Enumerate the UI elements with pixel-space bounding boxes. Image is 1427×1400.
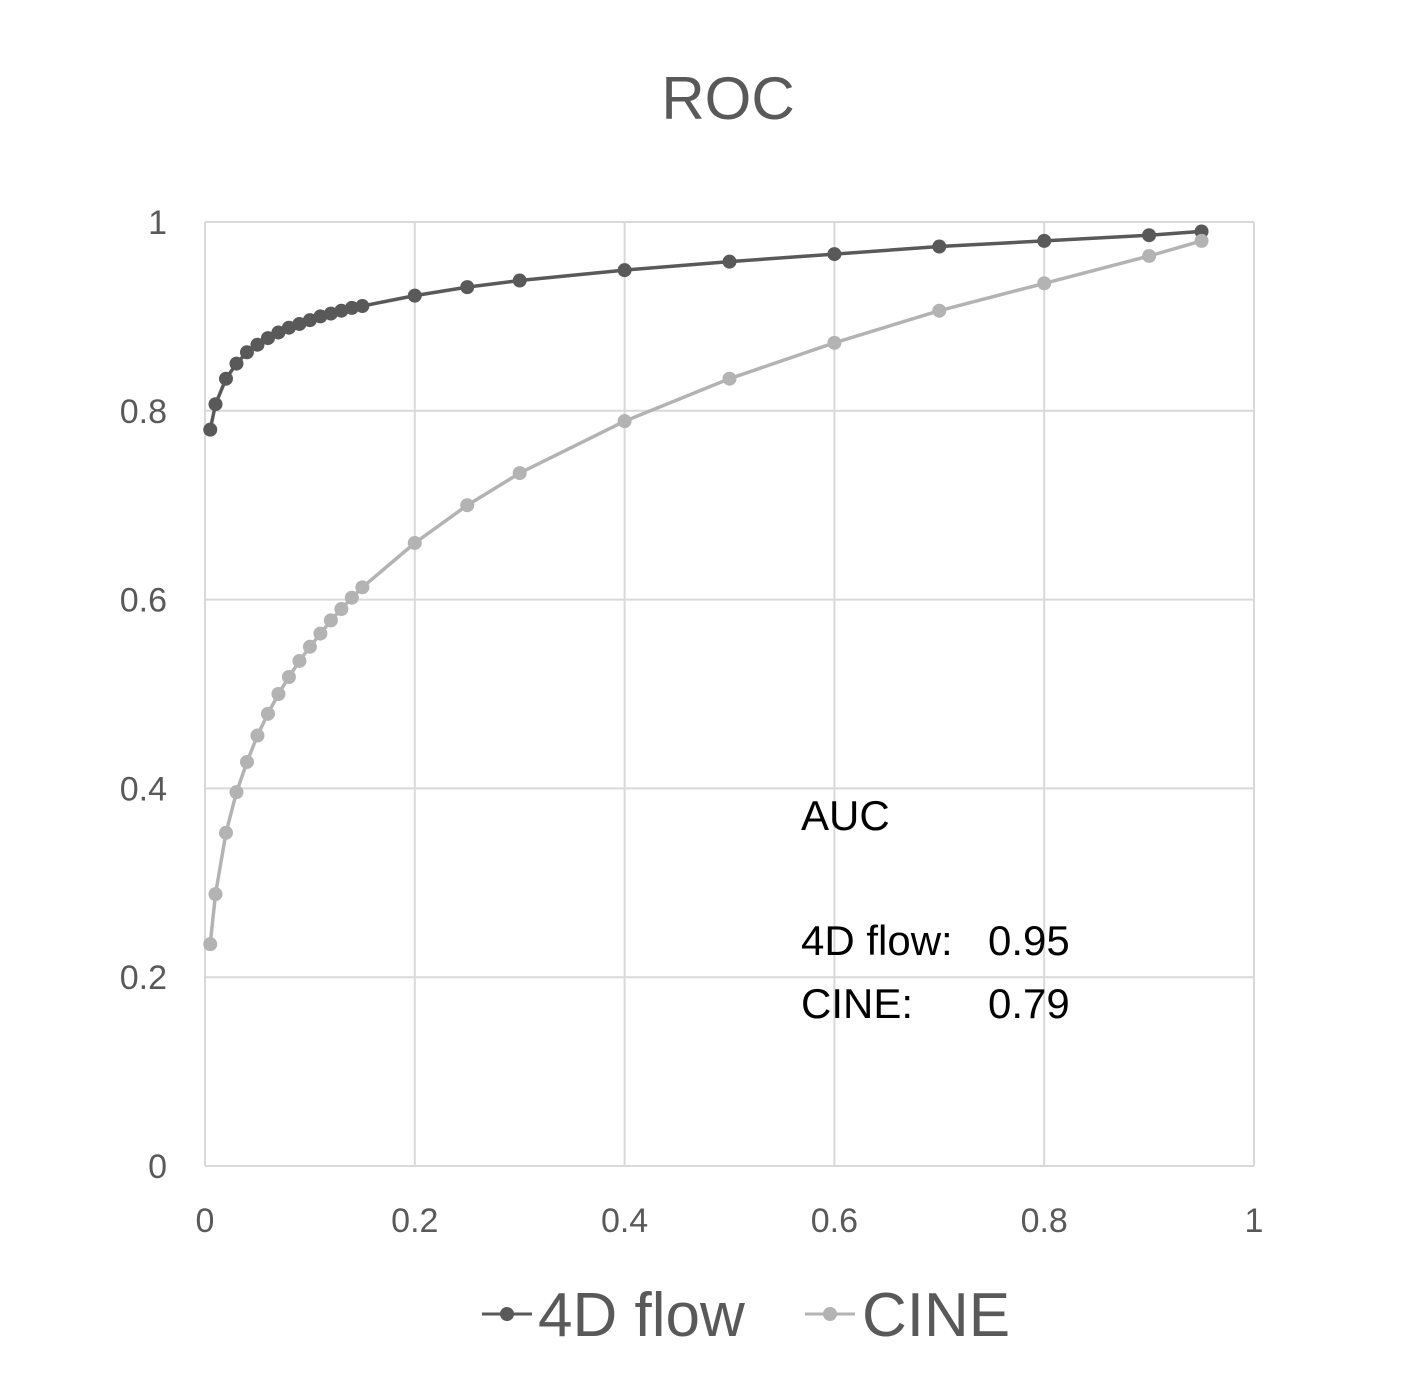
data-point-4d-flow[interactable] [617,263,632,278]
data-point-cine[interactable] [932,303,947,318]
y-tick-label: 0.6 [120,582,167,620]
data-point-4d-flow[interactable] [512,273,527,288]
data-point-4d-flow[interactable] [355,299,370,314]
legend-marker-cine [823,1307,837,1321]
data-point-4d-flow[interactable] [250,337,265,352]
data-series [203,224,1209,952]
x-tick-label: 0.2 [391,1202,438,1240]
data-point-cine[interactable] [407,535,422,550]
data-point-4d-flow[interactable] [271,325,286,340]
series-4d-flow [203,224,1209,437]
series-line-4d-flow [208,229,1202,431]
data-point-cine[interactable] [355,580,370,595]
auc-value-4d-flow: 0.95 [988,917,1070,964]
data-point-cine[interactable] [281,670,296,685]
data-point-cine[interactable] [203,937,218,952]
data-point-4d-flow[interactable] [218,371,233,386]
data-point-cine[interactable] [302,639,317,654]
x-tick-label: 0.4 [601,1202,648,1240]
data-point-cine[interactable] [323,613,338,628]
data-point-4d-flow[interactable] [323,306,338,321]
data-point-4d-flow[interactable] [260,331,275,346]
legend-item-cine[interactable]: CINE [805,1281,1010,1350]
data-point-4d-flow[interactable] [1142,228,1157,243]
y-tick-label: 0.8 [120,393,167,431]
x-tick-label: 0 [196,1202,215,1240]
data-point-4d-flow[interactable] [722,254,737,269]
x-tick-label: 1 [1245,1202,1264,1240]
data-point-cine[interactable] [250,728,265,743]
y-axis-ticks: 0 0.2 0.4 0.6 0.8 1 [120,204,167,1186]
legend-label-4d-flow: 4D flow [538,1281,745,1350]
auc-label-cine: CINE: [801,980,913,1027]
data-point-4d-flow[interactable] [239,345,254,360]
data-point-4d-flow[interactable] [229,356,244,371]
data-point-cine[interactable] [208,887,223,902]
auc-heading: AUC [801,792,890,839]
auc-annotation: AUC 4D flow: 0.95 CINE: 0.79 [801,792,1070,1027]
data-point-4d-flow[interactable] [334,303,349,318]
y-tick-label: 1 [148,204,167,242]
data-point-cine[interactable] [617,414,632,429]
gridlines [204,221,1255,1167]
x-tick-label: 0.6 [811,1202,858,1240]
data-point-4d-flow[interactable] [460,280,475,295]
x-tick-label: 0.8 [1021,1202,1068,1240]
data-point-cine[interactable] [722,371,737,386]
data-point-4d-flow[interactable] [827,247,842,262]
x-axis-ticks: 0 0.2 0.4 0.6 0.8 1 [196,1202,1264,1240]
auc-label-4d-flow: 4D flow: [801,917,953,964]
legend-marker-4d-flow [500,1307,514,1321]
data-point-cine[interactable] [1194,233,1209,248]
auc-value-cine: 0.79 [988,980,1070,1027]
data-point-cine[interactable] [1142,248,1157,263]
legend-item-4d-flow[interactable]: 4D flow [482,1281,745,1350]
data-point-cine[interactable] [271,687,286,701]
data-point-cine[interactable] [313,626,328,641]
data-point-4d-flow[interactable] [1037,233,1052,248]
data-point-4d-flow[interactable] [407,288,422,303]
data-point-cine[interactable] [292,653,307,668]
data-point-cine[interactable] [827,335,842,350]
data-point-cine[interactable] [239,754,254,769]
data-point-cine[interactable] [229,785,244,800]
data-point-4d-flow[interactable] [344,300,359,315]
legend-label-cine: CINE [862,1281,1010,1350]
data-point-cine[interactable] [1037,276,1052,291]
data-point-cine[interactable] [218,825,233,840]
y-tick-label: 0 [148,1148,167,1186]
data-point-cine[interactable] [334,602,349,617]
y-tick-label: 0.2 [120,959,167,997]
data-point-4d-flow[interactable] [932,239,947,254]
data-point-cine[interactable] [344,590,359,605]
data-point-cine[interactable] [512,466,527,481]
data-point-4d-flow[interactable] [313,309,328,324]
chart-title: ROC [661,65,794,132]
data-point-4d-flow[interactable] [208,397,223,412]
data-point-cine[interactable] [460,498,475,513]
data-point-cine[interactable] [260,706,275,721]
legend: 4D flow CINE [482,1281,1010,1350]
data-point-4d-flow[interactable] [203,422,218,437]
series-cine [203,233,1209,952]
y-tick-label: 0.4 [120,770,167,808]
